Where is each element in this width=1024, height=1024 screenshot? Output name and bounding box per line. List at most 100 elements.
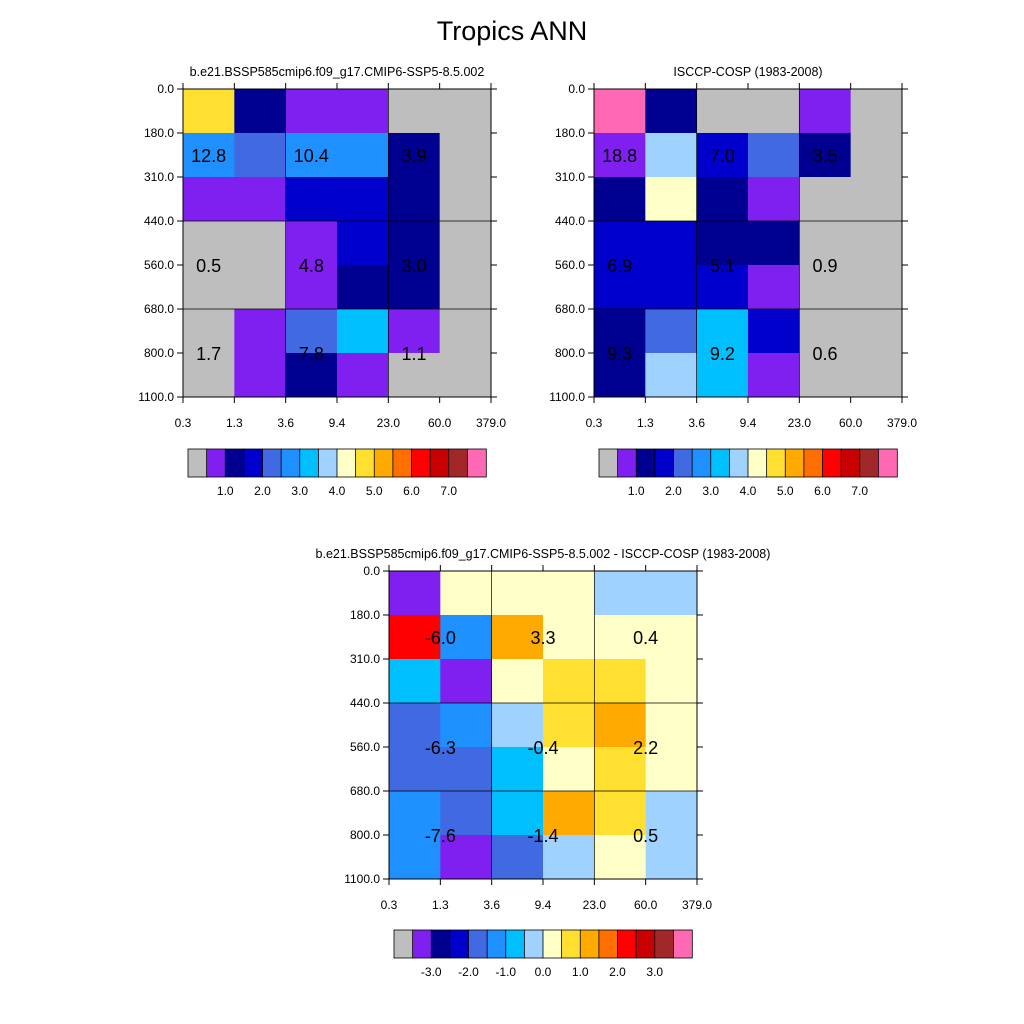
y-tick-label: 310.0 [350, 652, 380, 666]
heatmap-cell [388, 352, 441, 398]
y-tick-label: 680.0 [350, 784, 380, 798]
x-tick-label: 0.3 [175, 416, 192, 430]
colorbar-swatch [672, 929, 693, 959]
panel-title: ISCCP-COSP (1983-2008) [673, 65, 822, 79]
heatmap-panel-3: b.e21.BSSP585cmip6.f09_g17.CMIP6-SSP5-8.… [316, 547, 771, 979]
heatmap-cell [440, 746, 493, 792]
heatmap-cell [645, 132, 698, 178]
heatmap-cell [337, 264, 389, 310]
y-tick-label: 440.0 [350, 696, 380, 710]
heatmap-cell [594, 571, 647, 616]
y-tick-label: 800.0 [350, 828, 380, 842]
colorbar-swatch [617, 929, 637, 959]
colorbar-swatch [393, 929, 414, 959]
y-tick-label: 440.0 [555, 214, 585, 228]
colorbar-swatch [561, 929, 581, 959]
cell-value-label: 1.1 [401, 344, 426, 364]
heatmap-cell [183, 309, 235, 354]
y-tick-label: 1100.0 [138, 390, 174, 404]
colorbar-label: 6.0 [403, 484, 420, 498]
colorbar-label: 4.0 [740, 484, 757, 498]
heatmap-cell [543, 703, 595, 748]
y-tick-label: 800.0 [144, 346, 174, 360]
cell-value-label: 0.4 [633, 628, 658, 648]
cell-value-label: -6.3 [425, 738, 456, 758]
cell-value-label: 18.8 [602, 146, 637, 166]
cell-value-label: 0.9 [812, 256, 837, 276]
colorbar-label: 4.0 [329, 484, 346, 498]
heatmap-cell [491, 834, 544, 880]
heatmap-cell [594, 309, 646, 354]
panel-title: b.e21.BSSP585cmip6.f09_g17.CMIP6-SSP5-8.… [316, 547, 771, 561]
heatmap-cell [388, 309, 441, 354]
cell-value-label: 2.2 [633, 738, 658, 758]
heatmap-cell [645, 834, 698, 880]
heatmap-cell [594, 132, 646, 178]
heatmap-panel-1: b.e21.BSSP585cmip6.f09_g17.CMIP6-SSP5-8.… [138, 65, 506, 498]
heatmap-cell [748, 309, 800, 354]
cell-value-label: -0.4 [527, 738, 558, 758]
colorbar-swatch [355, 448, 375, 478]
cell-value-label: 6.9 [607, 256, 632, 276]
colorbar-swatch [598, 929, 619, 959]
colorbar-swatch [859, 448, 880, 478]
heatmap-cell [439, 264, 492, 310]
colorbar-swatch [505, 929, 526, 959]
heatmap-cell [645, 177, 698, 222]
heatmap-panel-2: ISCCP-COSP (1983-2008) 0.0 180.0 310.0 440.0… [549, 65, 917, 498]
colorbar-swatch [412, 929, 432, 959]
heatmap-cell [850, 132, 903, 178]
heatmap-cell [388, 89, 441, 134]
colorbar-label: 2.0 [254, 484, 271, 498]
heatmap-cell [337, 221, 389, 266]
cell-value-label: 10.4 [294, 146, 329, 166]
heatmap-cell [491, 659, 544, 704]
x-tick-label: 379.0 [682, 898, 712, 912]
cell-value-label: 9.2 [710, 344, 735, 364]
colorbar-label: 3.0 [291, 484, 308, 498]
heatmap-cell [850, 352, 903, 398]
heatmap-cell [799, 309, 852, 354]
colorbar-swatch [449, 929, 470, 959]
heatmap-cell [850, 309, 903, 354]
colorbar-swatch [617, 448, 637, 478]
colorbar-swatch [468, 929, 488, 959]
heatmap-cell [440, 703, 493, 748]
x-tick-label: 9.4 [740, 416, 757, 430]
x-tick-label: 9.4 [329, 416, 346, 430]
heatmap-cell [696, 221, 749, 266]
y-tick-label: 310.0 [144, 170, 174, 184]
colorbar-swatch [187, 448, 208, 478]
y-tick-label: 800.0 [555, 346, 585, 360]
heatmap-cell [440, 791, 493, 836]
colorbar-swatch [466, 448, 487, 478]
x-tick-label: 60.0 [839, 416, 863, 430]
colorbar-swatch [691, 448, 712, 478]
cell-value-label: -6.0 [425, 628, 456, 648]
colorbar-swatch [392, 448, 413, 478]
heatmap-cell [543, 614, 595, 660]
heatmap-cell [748, 177, 800, 222]
heatmap-cell [388, 132, 441, 178]
heatmap-cell [645, 309, 698, 354]
colorbar-swatch [654, 448, 675, 478]
y-tick-label: 1100.0 [344, 872, 380, 886]
colorbar-label: 2.0 [609, 965, 626, 979]
y-tick-label: 560.0 [555, 258, 585, 272]
heatmap-cell [594, 352, 646, 398]
heatmap-cell [439, 309, 492, 354]
heatmap-cell [799, 264, 852, 310]
heatmap-cell [799, 177, 852, 222]
heatmap-cell [748, 352, 800, 398]
colorbar-label: 0.0 [535, 965, 552, 979]
x-tick-label: 9.4 [535, 898, 552, 912]
heatmap-cell [491, 746, 544, 792]
heatmap-cell [389, 746, 441, 792]
cell-value-label: 1.7 [196, 344, 221, 364]
heatmap-cell [440, 614, 493, 660]
heatmap-cell [234, 264, 287, 310]
heatmap-cell [388, 177, 441, 222]
colorbar-swatch [822, 448, 842, 478]
colorbar: -3.0 -2.0 -1.0 0.0 1.0 2.0 3.0 [393, 929, 693, 979]
heatmap-cell [285, 89, 338, 134]
